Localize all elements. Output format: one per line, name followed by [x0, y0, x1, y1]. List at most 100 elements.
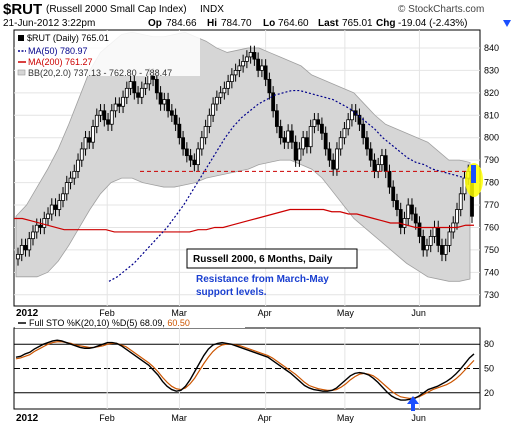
price-x-tick: Jun	[411, 308, 426, 318]
candle-body	[19, 245, 24, 255]
candle-body	[34, 224, 39, 233]
candle-body	[398, 209, 403, 228]
candle-body	[46, 213, 50, 219]
hi-value: 784.70	[221, 18, 252, 29]
price-y-tick: 840	[484, 43, 499, 53]
op-value: 784.66	[166, 18, 197, 29]
candle-body	[98, 110, 103, 116]
candle-body	[166, 99, 170, 112]
sto-x-tick: Mar	[171, 413, 187, 423]
candle-body	[203, 126, 208, 139]
candle-body	[342, 128, 347, 139]
sto-y-tick: 20	[484, 388, 494, 398]
candle-body	[305, 137, 309, 148]
sto-legend-box	[15, 317, 245, 328]
price-x-tick: May	[337, 308, 355, 318]
candle-body	[113, 103, 118, 112]
price-x-tick: Apr	[258, 308, 272, 318]
candle-body	[391, 186, 396, 201]
price-y-tick: 820	[484, 88, 499, 98]
candle-body	[271, 92, 276, 112]
sto-y-tick: 50	[484, 364, 494, 374]
candle-body	[136, 92, 140, 98]
price-y-tick: 790	[484, 155, 499, 165]
ma50-line	[108, 89, 475, 282]
price-y-tick: 810	[484, 110, 499, 120]
candle-body	[68, 177, 73, 183]
candle-body	[252, 52, 257, 60]
candle-body	[290, 130, 294, 143]
candle-body	[443, 245, 448, 255]
price-y-axis: 730 740 750 760 770 780 790 800 810 820 830 840	[484, 43, 499, 300]
candle-body	[308, 126, 313, 148]
candle-body	[413, 213, 418, 224]
candle-body	[320, 123, 324, 134]
candle-body	[177, 123, 182, 139]
annotation-box	[186, 248, 358, 269]
candle-body	[139, 87, 144, 98]
candle-body	[173, 114, 178, 125]
candles	[16, 45, 474, 266]
candle-body	[124, 87, 129, 98]
sto-x-axis: 2012 Feb Mar Apr May Jun	[16, 413, 426, 424]
candle-body	[380, 155, 384, 166]
candle-body	[447, 231, 452, 246]
annotation-note-line2: support levels.	[196, 287, 267, 298]
chg-value: -19.04 (-2.43%)	[398, 18, 468, 29]
candle-body	[331, 159, 336, 170]
candle-body	[53, 204, 58, 210]
candle-body	[365, 137, 369, 150]
candle-body	[181, 137, 185, 150]
lo-value: 764.60	[278, 18, 309, 29]
last-value: 765.01	[342, 18, 373, 29]
ma200-line	[14, 208, 474, 233]
sto-legend-label: Full STO %K(20,10) %D(5) 68.09,	[29, 318, 165, 328]
sto-grid	[14, 328, 480, 409]
candle-body	[102, 110, 107, 121]
candle-body	[368, 148, 373, 161]
sto-y-tick: 80	[484, 339, 494, 349]
sto-x-tick: May	[337, 413, 355, 423]
brand: © StockCharts.com	[398, 4, 485, 15]
last-candle-highlight	[471, 165, 476, 183]
candle-body	[256, 58, 261, 71]
legend-ma50: MA(50) 780.97	[28, 46, 88, 56]
header-bar: $RUT (Russell 2000 Small Cap Index) INDX…	[0, 0, 520, 30]
candle-body	[286, 130, 291, 143]
candle-body	[218, 92, 223, 98]
price-x-tick: Feb	[99, 308, 115, 318]
candle-body	[425, 245, 429, 251]
op-label: Op	[148, 18, 162, 29]
candle-body	[353, 110, 358, 116]
sto-x-tick: 2012	[16, 413, 39, 424]
candle-body	[188, 155, 193, 161]
candle-body	[395, 200, 399, 210]
candle-body	[301, 137, 306, 150]
legend-box	[15, 31, 200, 76]
candle-body	[432, 227, 437, 237]
candle-body	[222, 87, 227, 94]
candle-body	[327, 148, 332, 161]
annotation-title: Russell 2000, 6 Months, Daily	[193, 254, 333, 265]
price-legend-swatch	[18, 35, 24, 41]
candle-body	[383, 155, 388, 172]
candle-body	[410, 204, 414, 215]
price-y-tick: 750	[484, 245, 499, 255]
candle-body	[158, 92, 163, 105]
candle-body	[38, 224, 43, 228]
candle-body	[248, 52, 253, 58]
legend-bb: BB(20,2.0) 737.13 - 762.80 - 788.47	[28, 68, 172, 78]
candle-body	[361, 123, 366, 139]
candle-body	[458, 193, 463, 210]
candle-body	[106, 119, 110, 125]
candle-body	[376, 164, 381, 172]
candle-body	[387, 170, 392, 188]
candle-body	[211, 103, 216, 116]
last-label: Last	[318, 18, 339, 29]
price-x-axis: 2012 Feb Mar Apr May Jun	[16, 308, 426, 319]
price-y-tick: 760	[484, 222, 499, 232]
symbol: $RUT	[3, 1, 43, 18]
candle-body	[72, 170, 77, 179]
sto-legend-d-value: 60.50	[167, 318, 190, 328]
candle-body	[274, 110, 279, 127]
